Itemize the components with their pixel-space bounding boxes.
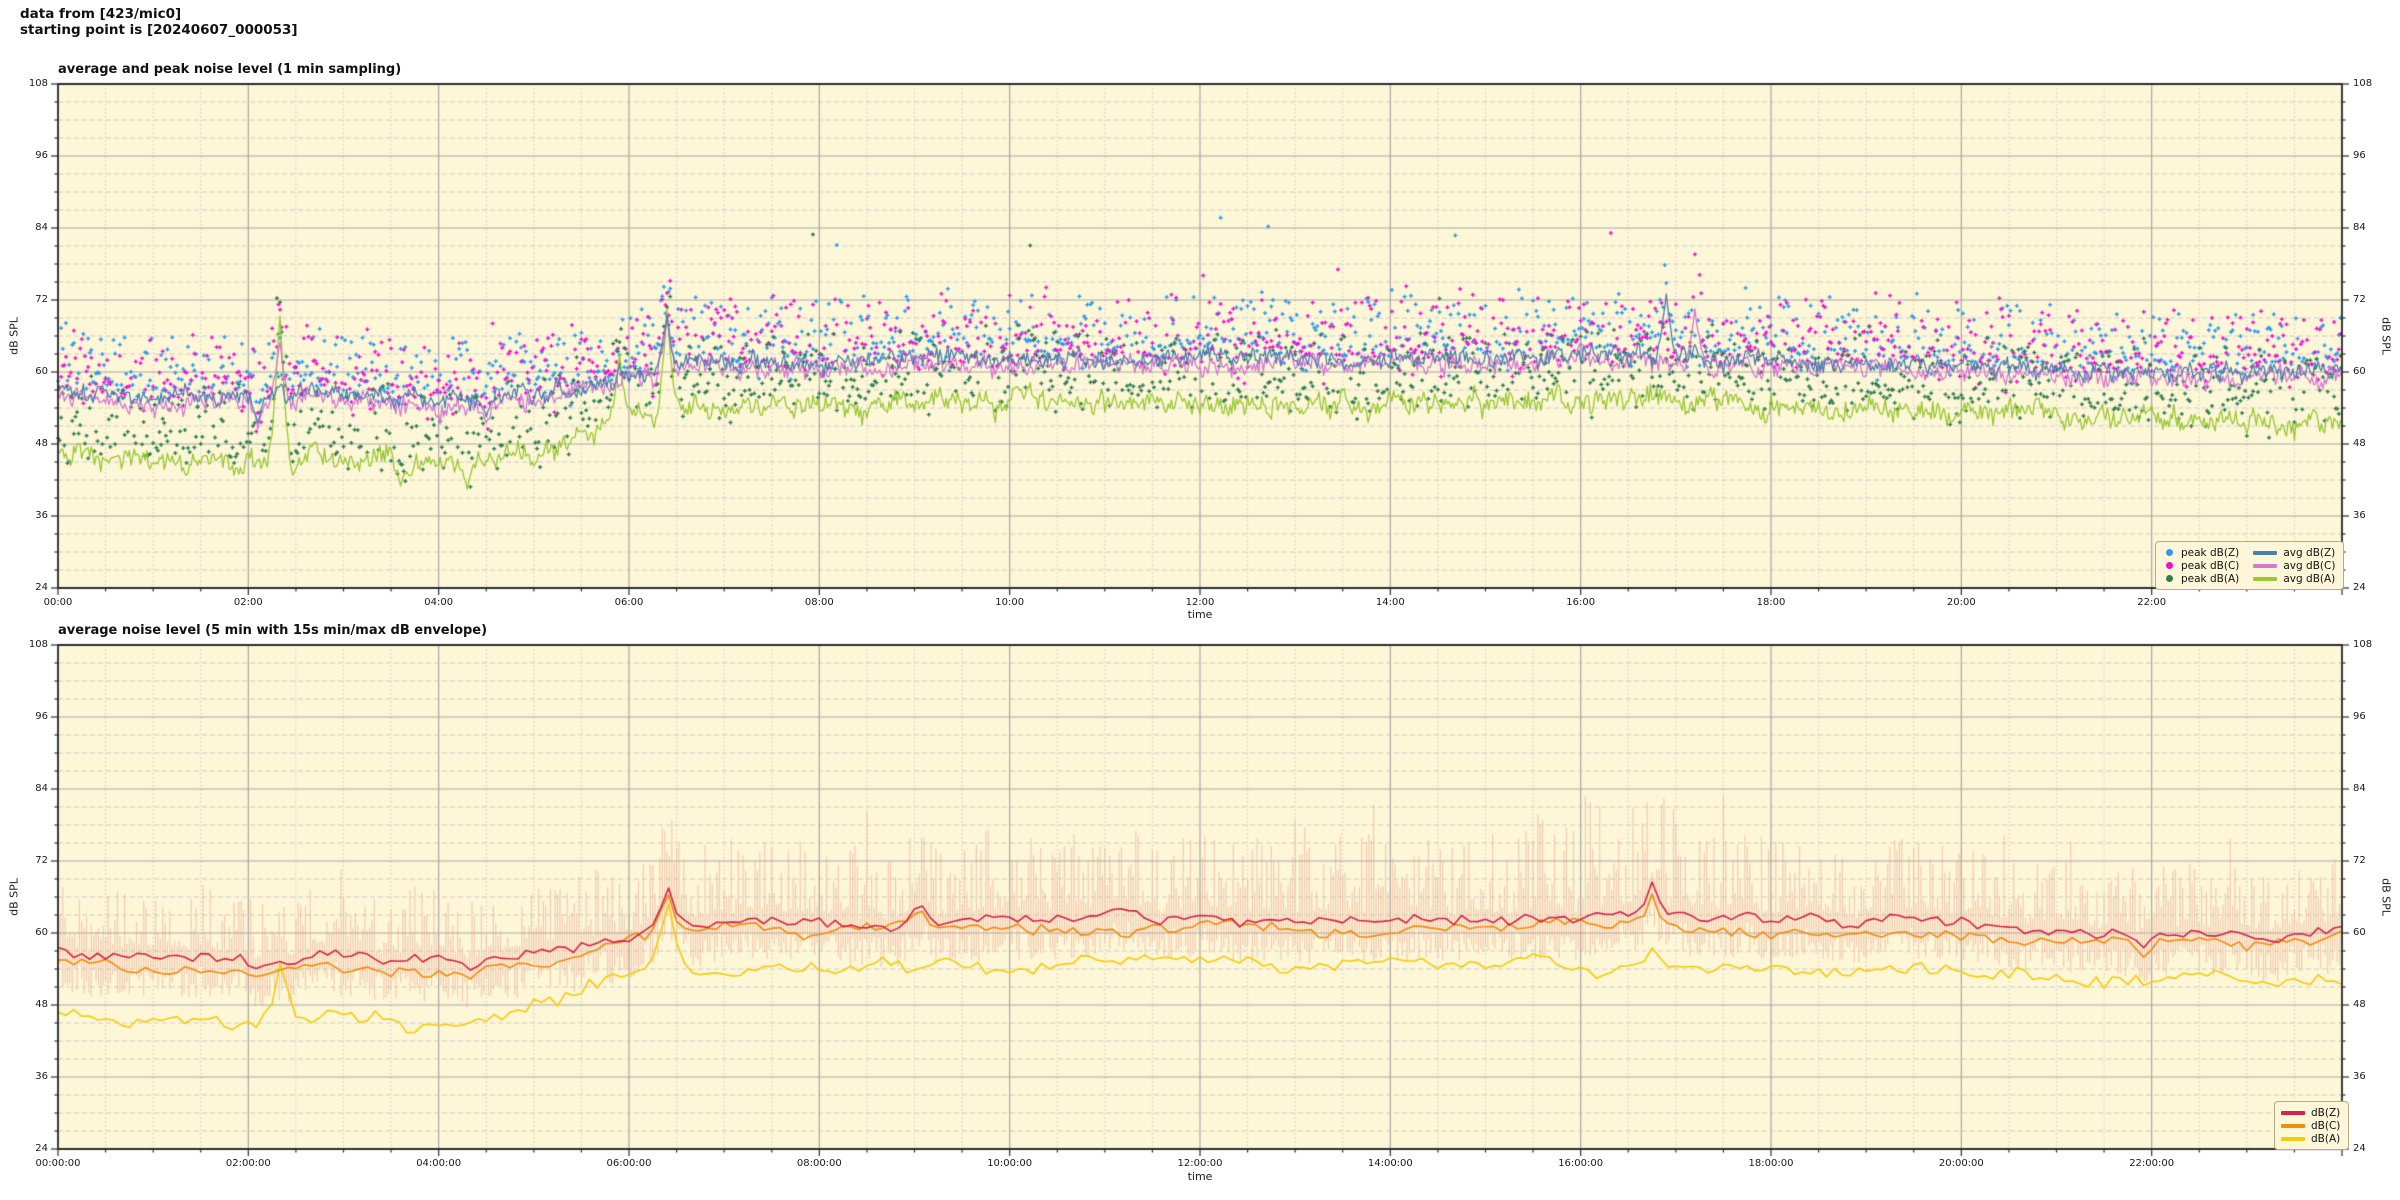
x-tick-label: 22:00 [2137, 597, 2167, 608]
legend-label: avg dB(Z) [2283, 546, 2336, 559]
y-tick-label-right: 36 [2353, 1071, 2366, 1082]
x-tick-label: 10:00:00 [987, 1158, 1033, 1169]
x-tick-label: 16:00 [1566, 597, 1596, 608]
x-tick-label: 16:00:00 [1558, 1158, 1604, 1169]
legend-label: dB(Z) [2311, 1106, 2341, 1119]
y-tick-label-right: 84 [2353, 222, 2366, 233]
chart1-legend: peak dB(Z) peak dB(C) peak dB(A) avg dB(Z) a… [2155, 541, 2345, 590]
y-tick-label-right: 96 [2353, 711, 2366, 722]
y-tick-label: 108 [28, 639, 48, 650]
y-tick-label: 48 [35, 438, 48, 449]
header-line-2: starting point is [20240607_000053] [20, 22, 298, 38]
chart1-ylabel-left: dB SPL [7, 317, 21, 355]
x-tick-label: 10:00 [995, 597, 1025, 608]
x-tick-label: 12:00:00 [1177, 1158, 1223, 1169]
x-tick-label: 08:00 [804, 597, 834, 608]
chart1-title: average and peak noise level (1 min samp… [58, 62, 402, 77]
legend-entry: avg dB(Z) [2253, 546, 2335, 559]
y-tick-label: 84 [35, 222, 48, 233]
legend-line-swatch [2281, 1110, 2305, 1115]
y-tick-label: 36 [35, 510, 48, 521]
legend-line-swatch [2253, 576, 2278, 581]
legend-entry: dB(A) [2281, 1132, 2340, 1145]
y-tick-label-right: 24 [2353, 1143, 2366, 1154]
legend-line-swatch [2281, 1136, 2305, 1141]
chart1-xlabel: time [1187, 608, 1213, 621]
x-tick-label: 00:00 [43, 597, 73, 608]
y-tick-label: 36 [35, 1071, 48, 1082]
y-tick-label: 96 [35, 150, 48, 161]
chart2-legend: dB(Z) dB(C) dB(A) [2274, 1101, 2350, 1150]
y-tick-label-right: 48 [2353, 438, 2366, 449]
legend-entry: dB(Z) [2281, 1106, 2340, 1119]
y-tick-label: 60 [35, 927, 48, 938]
y-tick-label: 108 [28, 78, 48, 89]
y-tick-label-right: 48 [2353, 999, 2366, 1010]
legend-line-swatch [2253, 563, 2278, 568]
legend-label: avg dB(C) [2283, 559, 2336, 572]
y-tick-label: 24 [35, 582, 48, 593]
legend-dot-swatch [2166, 549, 2173, 556]
y-tick-label: 48 [35, 999, 48, 1010]
y-tick-label: 72 [35, 294, 48, 305]
x-tick-label: 08:00:00 [796, 1158, 842, 1169]
legend-line-swatch [2253, 550, 2278, 555]
legend-line-swatch [2281, 1123, 2305, 1128]
x-tick-label: 02:00:00 [225, 1158, 271, 1169]
legend-label: dB(A) [2311, 1132, 2341, 1145]
header-line-1: data from [423/mic0] [20, 6, 182, 22]
x-tick-label: 14:00:00 [1367, 1158, 1413, 1169]
x-tick-label: 18:00:00 [1748, 1158, 1794, 1169]
y-tick-label-right: 84 [2353, 783, 2366, 794]
chart2-ylabel-left: dB SPL [7, 878, 21, 916]
x-tick-label: 02:00 [233, 597, 263, 608]
y-tick-label-right: 72 [2353, 294, 2366, 305]
y-tick-label: 96 [35, 711, 48, 722]
y-tick-label-right: 96 [2353, 150, 2366, 161]
legend-entry: avg dB(C) [2253, 559, 2335, 572]
x-tick-label: 20:00 [1946, 597, 1976, 608]
x-tick-label: 14:00 [1375, 597, 1405, 608]
y-tick-label: 72 [35, 855, 48, 866]
legend-entry: dB(C) [2281, 1119, 2340, 1132]
y-tick-label: 24 [35, 1143, 48, 1154]
y-tick-label-right: 36 [2353, 510, 2366, 521]
chart1-ylabel-right: dB SPL [2379, 317, 2393, 355]
legend-entry: avg dB(A) [2253, 572, 2335, 585]
legend-label: avg dB(A) [2283, 572, 2336, 585]
x-tick-label: 18:00 [1756, 597, 1786, 608]
x-tick-label: 22:00:00 [2129, 1158, 2175, 1169]
x-tick-label: 06:00:00 [606, 1158, 652, 1169]
legend-dot-swatch [2166, 575, 2173, 582]
y-tick-label-right: 60 [2353, 366, 2366, 377]
y-tick-label-right: 72 [2353, 855, 2366, 866]
x-tick-label: 12:00 [1185, 597, 1215, 608]
x-tick-label: 04:00:00 [416, 1158, 462, 1169]
y-tick-label-right: 108 [2353, 639, 2373, 650]
legend-dot-swatch [2166, 562, 2173, 569]
y-tick-label-right: 108 [2353, 78, 2373, 89]
legend-label: peak dB(Z) [2181, 546, 2240, 559]
x-tick-label: 00:00:00 [35, 1158, 81, 1169]
legend-label: dB(C) [2311, 1119, 2341, 1132]
legend-label: peak dB(C) [2181, 559, 2240, 572]
x-tick-label: 06:00 [614, 597, 644, 608]
x-tick-label: 20:00:00 [1938, 1158, 1984, 1169]
chart2-ylabel-right: dB SPL [2379, 878, 2393, 916]
y-tick-label-right: 24 [2353, 582, 2366, 593]
y-tick-label-right: 60 [2353, 927, 2366, 938]
y-tick-label: 60 [35, 366, 48, 377]
y-tick-label: 84 [35, 783, 48, 794]
legend-entry: peak dB(A) [2162, 572, 2239, 585]
legend-label: peak dB(A) [2181, 572, 2240, 585]
legend-entry: peak dB(C) [2162, 559, 2239, 572]
legend-entry: peak dB(Z) [2162, 546, 2239, 559]
chart2-title: average noise level (5 min with 15s min/… [58, 623, 488, 638]
chart2-xlabel: time [1187, 1170, 1213, 1183]
x-tick-label: 04:00 [424, 597, 454, 608]
